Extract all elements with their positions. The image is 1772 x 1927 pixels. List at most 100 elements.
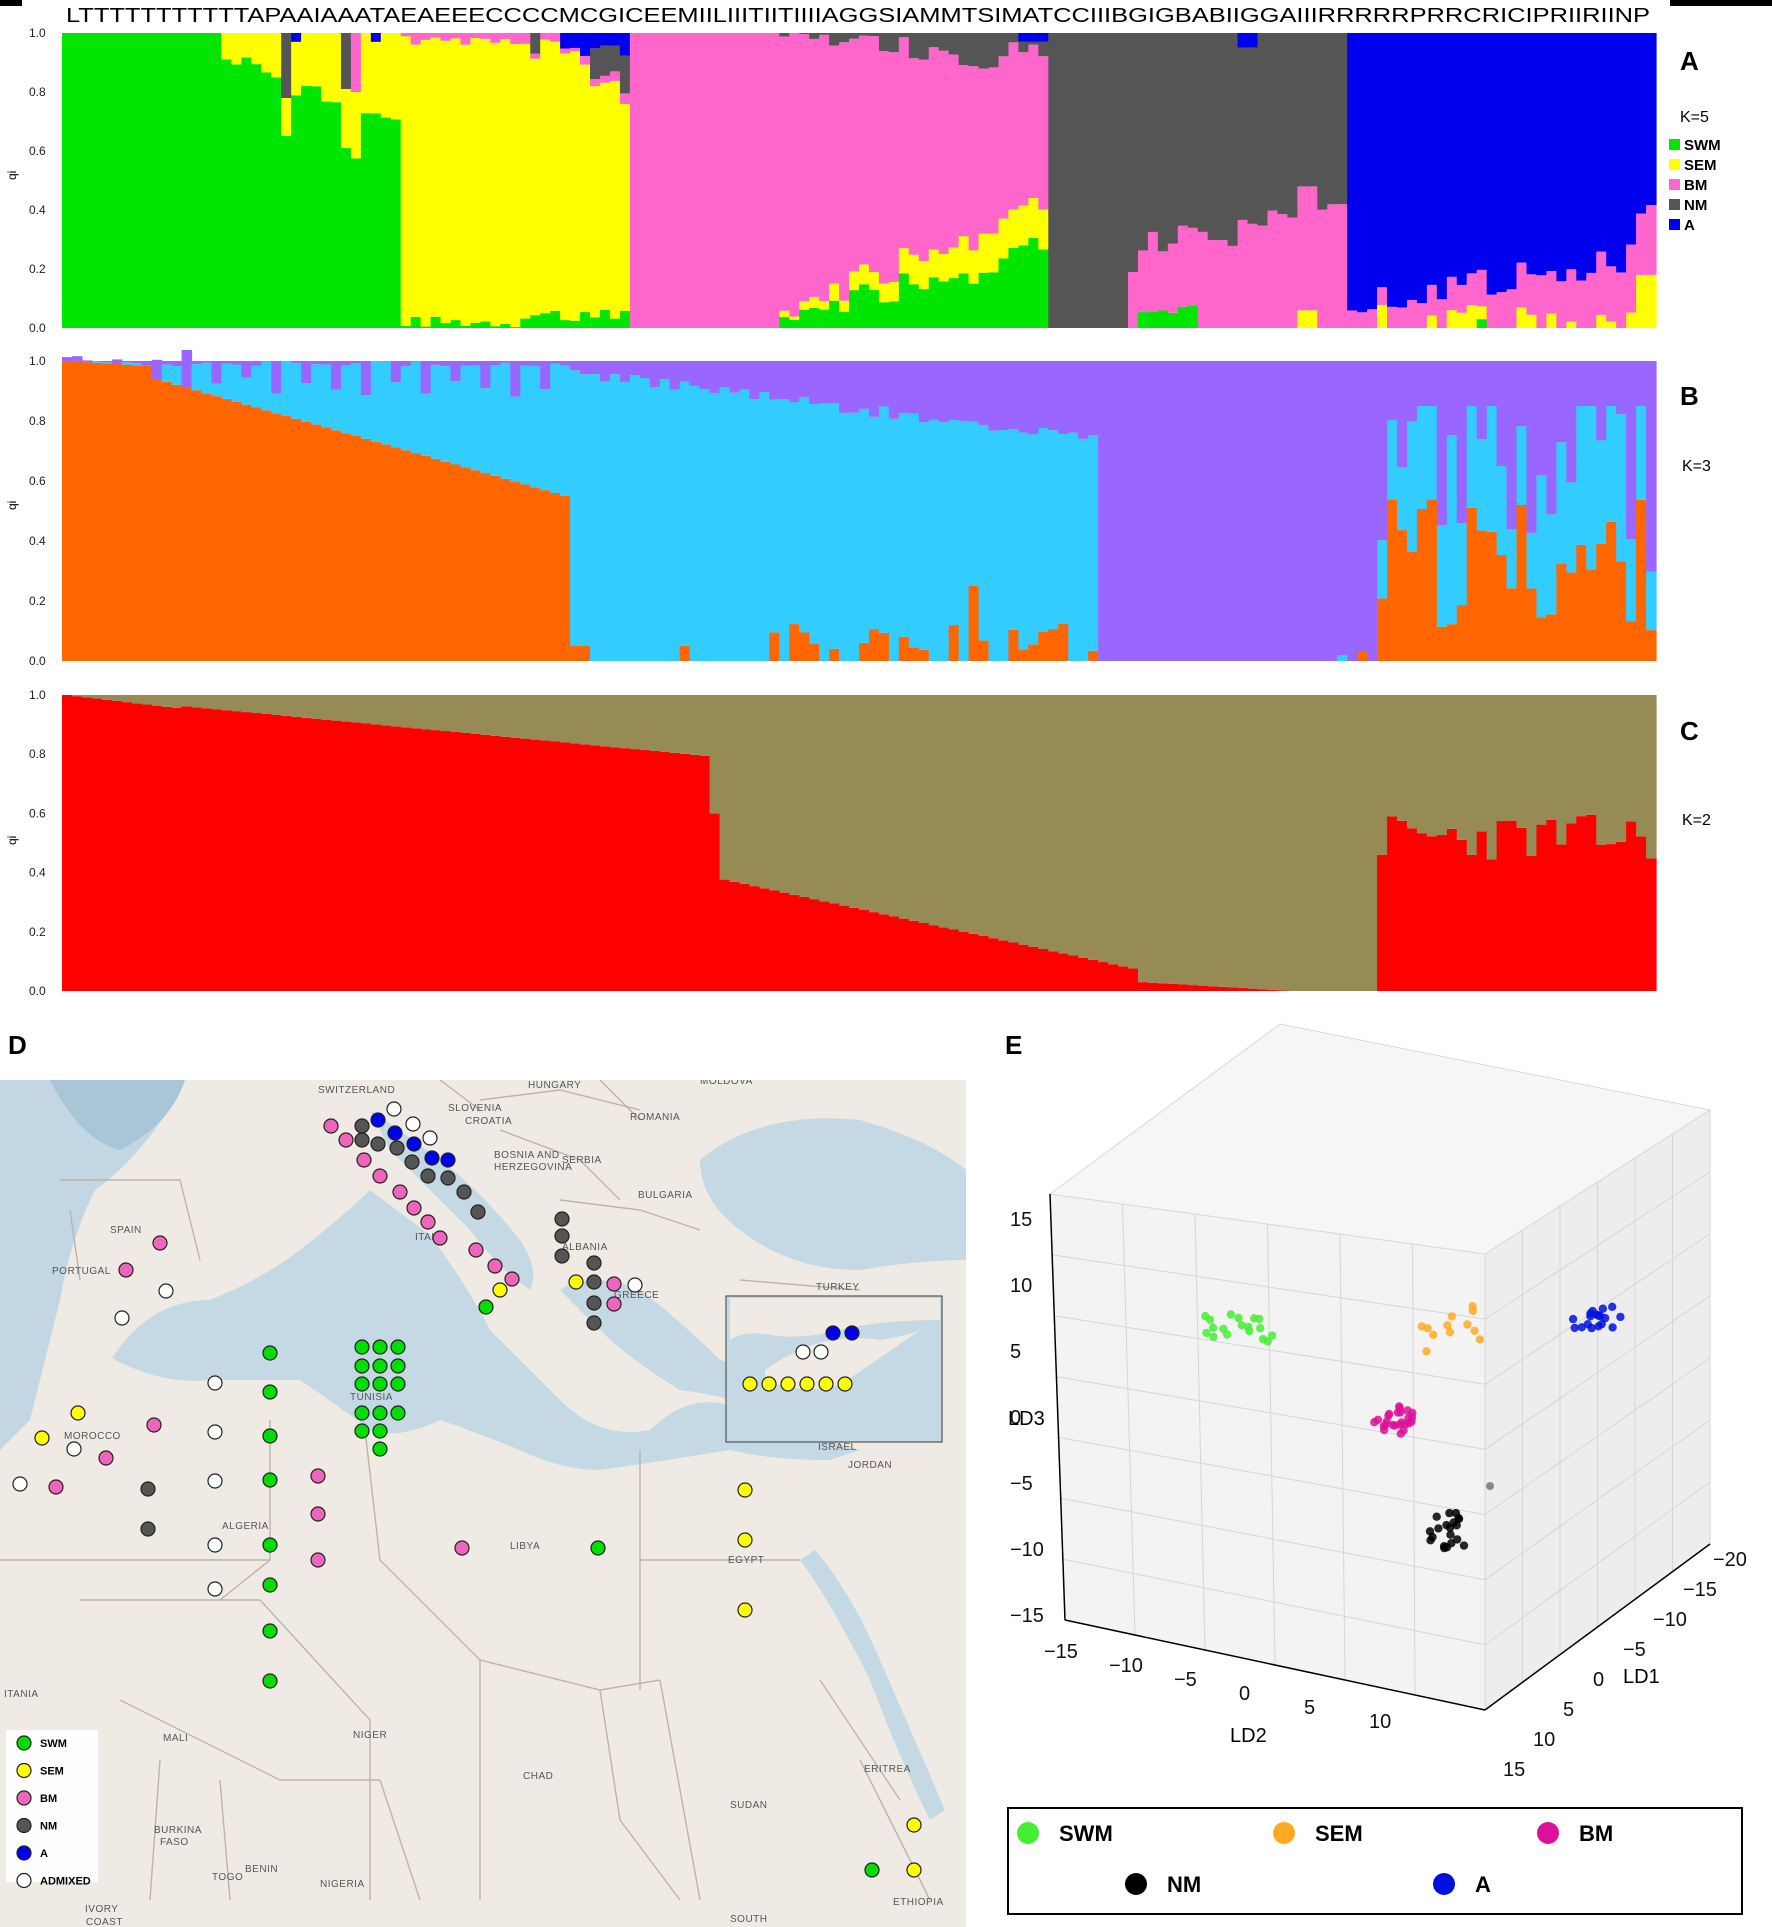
k3-bar-44-cyan [500,362,511,479]
map-label-32: BENIN [245,1864,278,1875]
k2-bar-148-red [1536,824,1548,991]
k3-bar-25-cyan [311,364,322,425]
k3-bar-144-cyan [1496,466,1508,556]
k3-bar-59-purple [649,361,661,388]
k3-bar-78-cyan [839,412,850,661]
k5-bar-142-SWM [1476,319,1488,328]
k2-bar-17-olive [231,695,242,712]
k5-bar-22-NM [281,33,292,98]
k3-bar-140-orange [1456,605,1468,661]
k3-bar-134-cyan [1396,467,1408,531]
k2-bar-147-red [1526,855,1538,991]
lda-point-A-3 [1568,1314,1578,1324]
lda-point-A-15 [1587,1323,1596,1333]
k3-bar-68-cyan [739,389,751,661]
k5-bar-53-SEM [590,86,601,318]
k3-bar-89-orange [948,625,960,661]
map-legend-label-A: A [40,1848,48,1860]
k2-bar-158-olive [1636,695,1647,837]
k3-bar-104-purple [1098,361,1109,661]
k3-bar-57-purple [629,361,641,376]
k2-bar-113-red [1187,985,1199,991]
k5-bar-22-SEM [281,97,292,136]
k3-bar-36-purple [420,361,432,394]
k5-bar-60-BM [659,33,671,328]
map-legend-label-SEM: SEM [40,1766,64,1778]
lda-point-BM-22 [1401,1420,1410,1429]
k2-bar-19-olive [251,695,262,714]
k3-ylabel: qi [5,501,19,510]
k3-bar-4-orange [101,363,113,661]
k2-bar-24-olive [301,695,312,718]
k3-bar-121-purple [1267,361,1279,661]
k2-bar-18-olive [241,695,252,713]
k2-bar-73-red [789,894,800,991]
k5-bar-52-A [580,33,591,56]
k5-bar-142-SEM [1476,306,1488,320]
k2-bar-60-olive [659,695,671,752]
k2-bar-97-olive [1028,695,1039,947]
k5-bar-57-BM [629,33,641,328]
k3-bar-30-orange [360,438,372,661]
k5-bar-37-SWM [430,316,442,328]
k2-bar-40-olive [460,695,472,733]
k2-bar-151-red [1566,823,1577,991]
map-sample-82 [98,1450,114,1466]
k5-bar-154-A [1596,33,1607,252]
map-sample-53 [207,1375,223,1391]
k3-bar-62-purple [679,361,691,382]
k5-bar-21-SEM [271,33,282,78]
k5-bar-134-A [1396,33,1408,308]
k2-bar-37-red [430,730,442,991]
lda-point-SWM-6 [1209,1332,1218,1342]
k5-bar-90-SEM [958,236,970,274]
k3-bar-134-orange [1396,530,1408,661]
k3-bar-97-orange [1028,644,1039,661]
map-sample-21 [406,1200,422,1216]
k5-bar-85-BM [908,58,920,255]
k2-bar-50-olive [560,695,571,743]
k3-bar-85-cyan [908,413,920,648]
k5-bar-117-NM [1227,33,1239,246]
k5-bar-99-NM [1048,33,1059,328]
k5-bar-93-BM [988,67,1000,234]
k5-bar-98-SEM [1038,209,1049,250]
k3-bar-71-orange [769,632,780,661]
k5-bar-81-SWM [868,289,880,328]
map-label-19: ALGERIA [222,1521,269,1532]
k5-bar-26-SWM [321,101,332,328]
k5-bar-95-BM [1008,42,1019,210]
k5-bar-96-BM [1018,52,1029,206]
k2-bar-19-red [251,713,262,991]
lda-point-SWM-1 [1208,1323,1218,1333]
k2-bar-151-olive [1566,695,1577,824]
k3-bar-155-cyan [1606,406,1617,522]
k5-bar-54-SEM [599,82,611,310]
k3-bar-26-cyan [321,364,332,428]
k5-bar-113-BM [1187,227,1199,306]
k5-bar-39-SWM [450,320,462,328]
k2-bar-48-red [540,740,551,991]
k5-bar-49-BM [550,33,561,42]
k3-bar-28-purple [340,361,352,366]
map-sample-96 [813,1344,829,1360]
map-sample-67 [372,1358,388,1374]
k5-bar-140-A [1456,33,1468,285]
k5-bar-96-A [1018,33,1029,42]
k3-bar-83-cyan [888,418,900,661]
k5-bar-111-SWM [1167,312,1179,328]
k2-bar-42-red [480,734,491,991]
k5-bar-88-BM [938,50,950,254]
k2-bar-70-red [759,888,770,991]
k2-bar-92-olive [978,695,990,936]
k3-bar-72-cyan [779,399,790,661]
k3-bar-85-orange [908,647,920,661]
k5-bar-94-SEM [998,218,1010,259]
ld1-tick-3: −5 [1623,1639,1646,1661]
ld1-tick-2: −10 [1653,1609,1687,1631]
k3-bar-97-purple [1028,361,1039,435]
map-legend-label-SWM: SWM [40,1738,67,1750]
k3-bar-3-purple [91,361,103,362]
k2-bar-16-olive [221,695,232,711]
k5-bar-128-BM [1337,204,1348,328]
